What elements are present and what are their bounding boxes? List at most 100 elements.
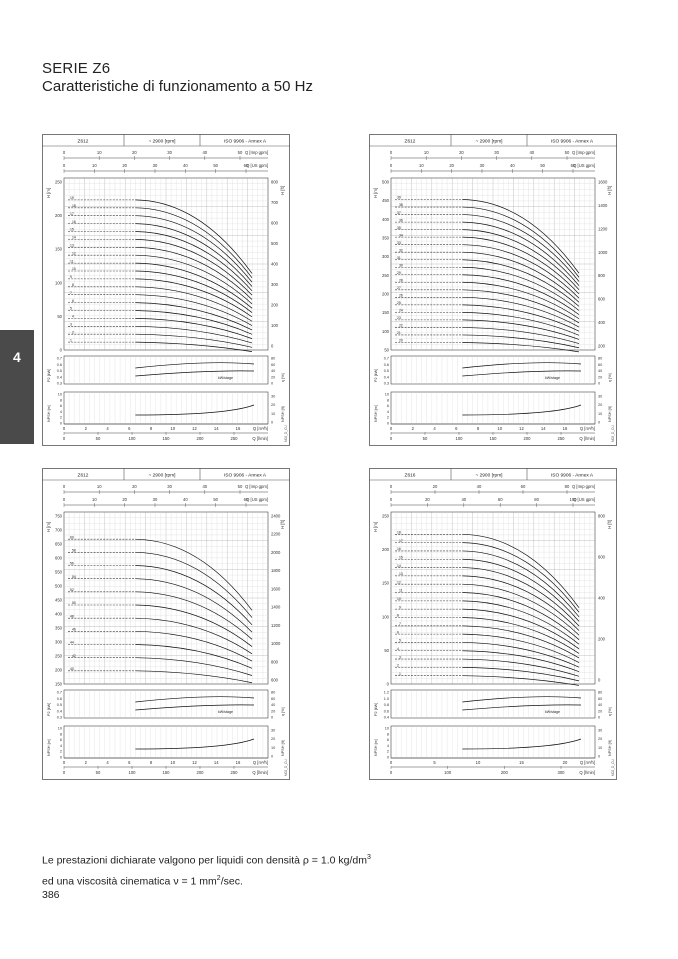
power-y-tick-label: 1.2 [384, 691, 389, 695]
bottom-lmin-tick-label: 250 [231, 436, 239, 441]
head-y-tick-label: 500 [382, 180, 390, 185]
npsh-y2-tick-label: 30 [598, 395, 602, 399]
bottom-m3h-unit: Q [m³/h] [580, 760, 595, 765]
stage-curve [462, 319, 580, 340]
top-us-tick-label: 0 [63, 163, 66, 168]
head-y-tick-label: 550 [55, 570, 63, 575]
top-imp-tick-label: 0 [390, 150, 393, 155]
stage-label: 11 [70, 259, 74, 263]
stage-label: 5 [399, 639, 401, 643]
head-y-tick-label: 450 [382, 198, 390, 203]
top-us-tick-label: 30 [153, 163, 158, 168]
power-y-tick-label: 0.3 [57, 716, 62, 720]
stage-label: 17 [399, 539, 403, 543]
head-y-tick-label: 50 [384, 348, 389, 353]
stage-curve [462, 625, 580, 659]
chart-standard: ISO 9906 - Annex A [224, 139, 267, 145]
stage-label: 31 [397, 256, 401, 260]
head-y2-tick-label: 1400 [271, 605, 281, 610]
pump-chart-3-svg: Z612 ~ 2900 [rpm] ISO 9906 - Annex A0 10 20 3… [42, 468, 290, 780]
stage-curve [135, 223, 253, 287]
head-y2-tick-label: 1600 [598, 180, 608, 185]
top-us-tick-label: 60 [498, 497, 503, 502]
power-y2-unit: η [%] [608, 707, 612, 716]
stage-label: 2 [72, 330, 74, 334]
bottom-m3h-tick-label: 6 [128, 426, 131, 431]
stage-curve [462, 342, 580, 353]
top-us-tick-label: 10 [92, 163, 97, 168]
power-y-tick-label: 0.6 [384, 709, 389, 713]
chart-speed: ~ 2900 [rpm] [148, 139, 175, 145]
stage-label: 6 [72, 299, 74, 303]
top-imp-tick-label: 0 [390, 484, 393, 489]
stage-curve [462, 658, 580, 677]
pump-chart-4-svg: Z616 ~ 2900 [rpm] ISO 9906 - Annex A0 20 40 6… [369, 468, 617, 780]
head-y2-tick-label: 800 [271, 180, 279, 185]
pump-chart-2: Z612 ~ 2900 [rpm] ISO 9906 - Annex A 0 10 20 3… [369, 134, 617, 446]
head-y-tick-label: 750 [55, 514, 63, 519]
stage-label: 30 [399, 263, 403, 267]
top-us-tick-label: 60 [244, 163, 249, 168]
npsh-y-tick-label: 0 [60, 422, 62, 426]
top-imp-unit: Q [Imp gpm] [572, 150, 595, 155]
npsh-y-tick-label: 8 [387, 398, 389, 402]
power-note: kW/stage [545, 710, 560, 714]
stage-curve [135, 294, 253, 326]
head-y-tick-label: 450 [55, 598, 63, 603]
bottom-m3h-tick-label: 16 [236, 760, 241, 765]
power-y2-tick-label: 60 [598, 363, 602, 367]
npsh-curve [462, 738, 582, 750]
power-y-tick-label: 0.7 [384, 357, 389, 361]
stage-curve [462, 229, 580, 291]
bottom-m3h-tick-label: 14 [541, 426, 546, 431]
top-imp-tick-label: 20 [132, 484, 137, 489]
head-y-tick-label: 500 [55, 584, 63, 589]
chart-model: Z612 [78, 139, 89, 145]
top-us-tick-label: 10 [92, 497, 97, 502]
power-y2-tick-label: 40 [598, 369, 602, 373]
head-y2-tick-label: 800 [598, 273, 606, 278]
stage-label: 15 [399, 555, 403, 559]
top-us-tick-label: 0 [390, 497, 393, 502]
pump-chart-2-svg: Z612 ~ 2900 [rpm] ISO 9906 - Annex A0 10 20 3… [369, 134, 617, 446]
head-y2-tick-label: 100 [271, 323, 279, 328]
power-y2-tick-label: 60 [271, 363, 275, 367]
top-imp-tick-label: 40 [529, 150, 534, 155]
head-y-tick-label: 400 [382, 217, 390, 222]
stage-curve [135, 302, 253, 331]
npsh-y2-unit: NPSH [ft] [281, 406, 285, 422]
power-y-unit: P2 [kW] [374, 369, 378, 382]
power-y2-tick-label: 20 [271, 709, 275, 713]
chart-speed: ~ 2900 [rpm] [475, 139, 502, 145]
stage-label: 16 [72, 220, 76, 224]
power-curve [462, 704, 582, 711]
power-y-tick-label: 0.4 [384, 375, 389, 379]
stage-curve [135, 333, 253, 348]
stage-curve [462, 281, 580, 320]
power-y-tick-label: 0.7 [57, 691, 62, 695]
head-y2-tick-label: 600 [271, 678, 279, 683]
stage-label: 21 [397, 331, 401, 335]
stage-label: 37 [397, 211, 401, 215]
top-imp-tick-label: 50 [238, 484, 243, 489]
bottom-lmin-unit: Q [l/min] [579, 770, 595, 775]
head-y-tick-label: 150 [55, 682, 63, 687]
stage-label: 9 [70, 275, 72, 279]
bottom-lmin-tick-label: 0 [63, 770, 66, 775]
stage-label: 15 [70, 228, 74, 232]
stage-label: 4 [72, 315, 74, 319]
stage-label: 44 [70, 641, 74, 645]
head-y2-tick-label: 1600 [271, 586, 281, 591]
power-y-tick-label: 0.6 [57, 697, 62, 701]
npsh-y-unit: NPSH [m] [374, 405, 378, 422]
bottom-m3h-tick-label: 4 [433, 426, 436, 431]
stage-label: 14 [72, 236, 76, 240]
stage-curve [462, 304, 580, 332]
top-imp-tick-label: 50 [565, 150, 570, 155]
stage-label: 40 [70, 667, 74, 671]
stage-label: 42 [72, 654, 76, 658]
power-y2-unit: η [%] [608, 373, 612, 382]
head-y2-tick-label: 1200 [271, 623, 281, 628]
stage-curve [135, 538, 253, 611]
page-header: SERIE Z6 Caratteristiche di funzionament… [42, 60, 313, 96]
